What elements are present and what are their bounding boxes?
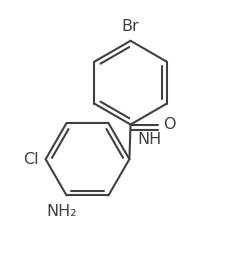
Text: Cl: Cl: [23, 152, 38, 167]
Text: Br: Br: [122, 19, 139, 34]
Text: NH: NH: [137, 132, 161, 147]
Text: NH₂: NH₂: [46, 204, 77, 219]
Text: O: O: [163, 117, 175, 132]
